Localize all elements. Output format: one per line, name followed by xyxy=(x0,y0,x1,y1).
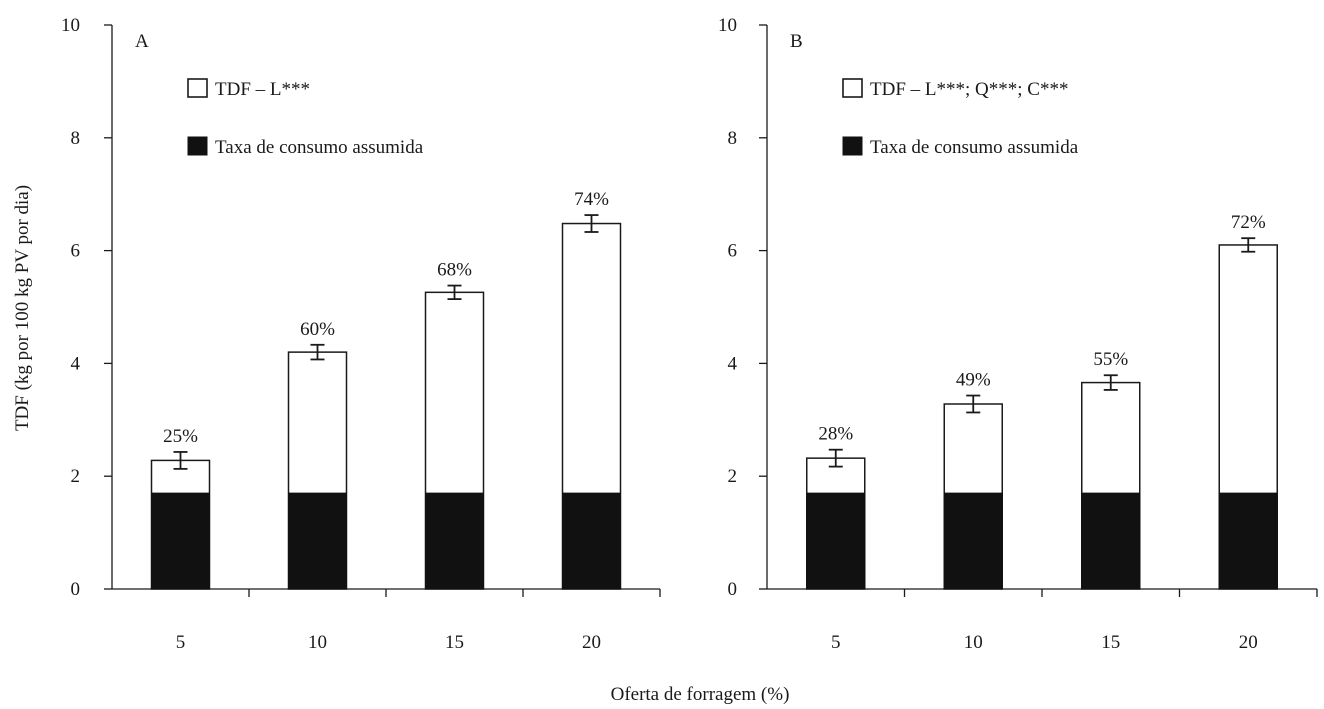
x-tick-label: 15 xyxy=(445,632,464,653)
x-axis-title: Oferta de forragem (%) xyxy=(611,684,790,704)
bar-percent-label: 60% xyxy=(300,319,335,340)
legend-swatch-total xyxy=(187,78,208,98)
y-tick-label: 6 xyxy=(71,241,81,262)
legend-label-assumed-intake: Taxa de consumo assumida xyxy=(215,137,424,158)
bar-percent-label: 49% xyxy=(956,370,991,391)
y-tick-label: 0 xyxy=(728,579,738,600)
y-tick-label: 4 xyxy=(71,353,81,374)
panel-label: B xyxy=(790,31,803,52)
y-tick-label: 6 xyxy=(728,241,738,262)
bar-assumed-intake xyxy=(806,492,866,590)
y-tick-label: 0 xyxy=(71,579,81,600)
bar-assumed-intake xyxy=(151,492,210,590)
bar-percent-label: 74% xyxy=(574,189,609,210)
x-tick-label: 20 xyxy=(582,632,601,653)
bar-assumed-intake xyxy=(1081,492,1141,590)
x-tick-label: 20 xyxy=(1239,632,1258,653)
bar-assumed-intake xyxy=(562,492,621,590)
y-axis-title: TDF (kg por 100 kg PV por dia) xyxy=(12,185,33,431)
bar-percent-label: 28% xyxy=(818,424,853,445)
bar-assumed-intake xyxy=(425,492,484,590)
legend-swatch-total xyxy=(842,78,863,98)
legend-label-total: TDF – L***; Q***; C*** xyxy=(870,79,1068,100)
x-tick-label: 5 xyxy=(831,632,841,653)
y-tick-label: 10 xyxy=(61,15,80,36)
bar-assumed-intake xyxy=(1218,492,1278,590)
bar-assumed-intake xyxy=(288,492,347,590)
y-tick-label: 8 xyxy=(728,128,738,149)
bar-percent-label: 72% xyxy=(1231,212,1266,233)
bar-percent-label: 25% xyxy=(163,426,198,447)
y-tick-label: 10 xyxy=(718,15,737,36)
x-tick-label: 10 xyxy=(964,632,983,653)
bar-percent-label: 68% xyxy=(437,260,472,281)
legend-label-assumed-intake: Taxa de consumo assumida xyxy=(870,137,1079,158)
x-tick-label: 5 xyxy=(176,632,186,653)
legend-swatch-assumed-intake xyxy=(187,136,208,156)
x-tick-label: 10 xyxy=(308,632,327,653)
legend-label-total: TDF – L*** xyxy=(215,79,310,100)
bar-percent-label: 55% xyxy=(1093,349,1128,370)
y-tick-label: 8 xyxy=(71,128,81,149)
x-tick-label: 15 xyxy=(1101,632,1120,653)
legend-swatch-assumed-intake xyxy=(842,136,863,156)
bar-assumed-intake xyxy=(943,492,1003,590)
panel-label: A xyxy=(135,31,149,52)
y-tick-label: 2 xyxy=(728,466,738,487)
y-tick-label: 4 xyxy=(728,353,738,374)
y-tick-label: 2 xyxy=(71,466,81,487)
